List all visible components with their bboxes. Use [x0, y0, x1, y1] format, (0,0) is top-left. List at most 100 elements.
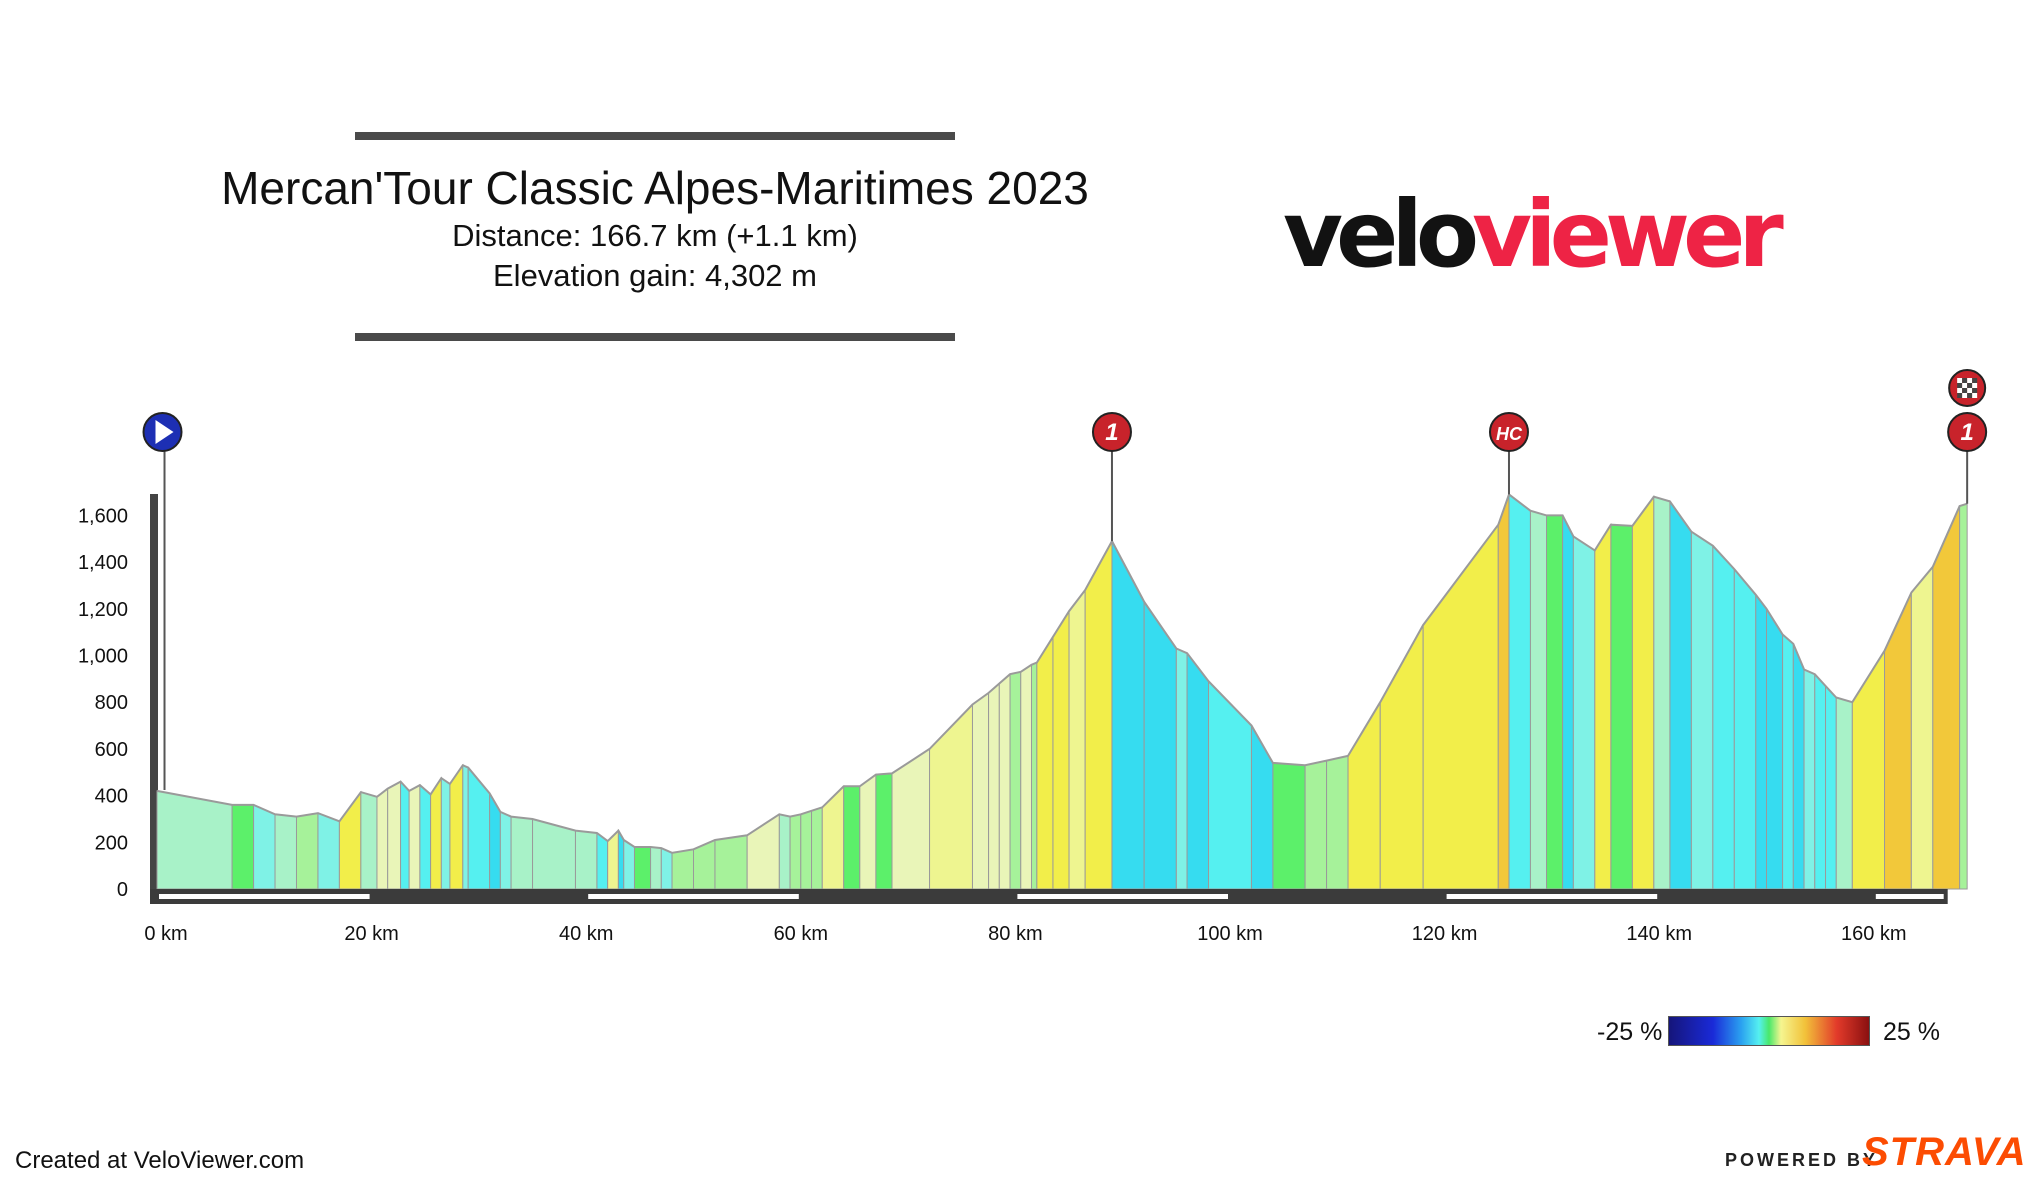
- profile-segment: [1175, 647, 1188, 890]
- climb-category-label: HC: [1496, 424, 1523, 444]
- y-tick-label: 800: [95, 692, 128, 714]
- profile-segment: [596, 831, 609, 890]
- profile-segment: [1497, 494, 1510, 890]
- checker-square: [1967, 393, 1973, 398]
- profile-segment: [1186, 651, 1210, 890]
- profile-segment: [462, 764, 469, 890]
- profile-segment: [499, 811, 512, 890]
- profile-segment: [1143, 600, 1177, 890]
- checker-square: [1962, 378, 1968, 383]
- profile-segment: [1572, 535, 1596, 890]
- profile-segment: [1030, 661, 1038, 890]
- climb-category-icon: [1091, 412, 1132, 452]
- checker-square: [1972, 378, 1978, 383]
- profile-segment: [1068, 588, 1086, 890]
- powered-by-text: POWERED BY: [1725, 1150, 1879, 1170]
- profile-segment: [440, 777, 451, 890]
- checker-square: [1957, 388, 1963, 393]
- checker-square: [1972, 393, 1978, 398]
- checker-square: [1967, 388, 1973, 393]
- strava-logo: STRAVA: [1862, 1130, 2027, 1174]
- profile-segment: [821, 785, 845, 890]
- profile-segment: [1910, 565, 1934, 890]
- y-tick-label: 600: [95, 739, 128, 761]
- y-tick-label: 1,400: [78, 552, 128, 574]
- profile-segment: [650, 846, 662, 890]
- profile-segment: [156, 790, 233, 890]
- profile-segment: [971, 691, 990, 890]
- distance-bar-stripe: [159, 894, 370, 899]
- profile-segment: [671, 848, 694, 890]
- profile-segment: [1733, 567, 1757, 890]
- gradient-legend-bar: [1668, 1016, 1870, 1046]
- profile-segment: [1326, 755, 1349, 890]
- profile-segment: [1690, 530, 1714, 890]
- y-axis-bar: [150, 494, 158, 889]
- profile-segment: [1272, 762, 1306, 890]
- checker-square: [1972, 388, 1978, 393]
- profile-segment: [1792, 643, 1805, 890]
- x-tick-label: 20 km: [344, 923, 398, 945]
- x-tick-label: 120 km: [1412, 923, 1478, 945]
- profile-segment: [376, 787, 389, 890]
- profile-segment: [811, 806, 823, 890]
- profile-segment: [1610, 524, 1633, 890]
- profile-segment: [1594, 523, 1612, 890]
- profile-segment: [1712, 544, 1735, 890]
- profile-segment: [1052, 609, 1070, 890]
- bottom-rule: [355, 333, 955, 341]
- profile-segment: [1835, 696, 1853, 890]
- profile-segment: [988, 682, 1000, 890]
- y-tick-label: 1,200: [78, 599, 128, 621]
- profile-segment: [875, 772, 893, 890]
- profile-segment: [1782, 633, 1794, 890]
- profile-segment: [400, 780, 410, 890]
- profile-segment: [1084, 540, 1113, 890]
- profile-outline: [156, 492, 1968, 854]
- x-tick-label: 80 km: [988, 923, 1042, 945]
- profile-segment: [1653, 496, 1671, 890]
- profile-segment: [360, 791, 378, 890]
- checker-square: [1967, 378, 1973, 383]
- profile-segment: [929, 703, 973, 890]
- play-icon: [155, 420, 174, 444]
- profile-segment: [660, 847, 673, 890]
- distance-bar-stripe: [1446, 894, 1658, 899]
- checker-square: [1957, 383, 1963, 388]
- profile-segment: [408, 784, 421, 890]
- profile-segment: [295, 812, 319, 890]
- profile-segment: [1669, 499, 1692, 890]
- y-tick-label: 0: [117, 879, 128, 901]
- profile-segment: [1508, 493, 1531, 890]
- created-at-text: Created at VeloViewer.com: [15, 1147, 305, 1174]
- profile-segment: [317, 812, 340, 890]
- profile-segment: [387, 780, 402, 890]
- profile-segment: [1766, 607, 1784, 890]
- profile-segment: [1814, 672, 1827, 890]
- profile-segment: [253, 804, 276, 890]
- profile-segment: [800, 810, 813, 890]
- profile-segment: [1250, 723, 1274, 890]
- profile-segment: [1932, 505, 1961, 890]
- profile-segment: [1529, 510, 1548, 890]
- profile-segment: [998, 673, 1011, 890]
- profile-segment: [419, 783, 432, 890]
- climb-category-label: 1: [1960, 419, 1973, 446]
- distance-bar-stripe: [1875, 894, 1944, 899]
- y-tick-label: 400: [95, 786, 128, 808]
- gradient-legend-max: 25 %: [1883, 1018, 1940, 1046]
- profile-segment: [714, 834, 748, 890]
- profile-segment: [1422, 523, 1499, 890]
- profile-segment: [859, 773, 877, 890]
- climb-category-icon: [1488, 412, 1529, 452]
- x-tick-label: 0 km: [144, 923, 187, 945]
- profile-segment: [274, 813, 297, 890]
- profile-segment: [510, 816, 534, 890]
- checker-square: [1962, 393, 1968, 398]
- profile-segment: [1825, 684, 1837, 890]
- climb-category-icon: [1947, 412, 1988, 452]
- profile-segment: [430, 776, 442, 890]
- profile-segment: [467, 766, 491, 890]
- logo-part-velo: velo: [1283, 181, 1479, 288]
